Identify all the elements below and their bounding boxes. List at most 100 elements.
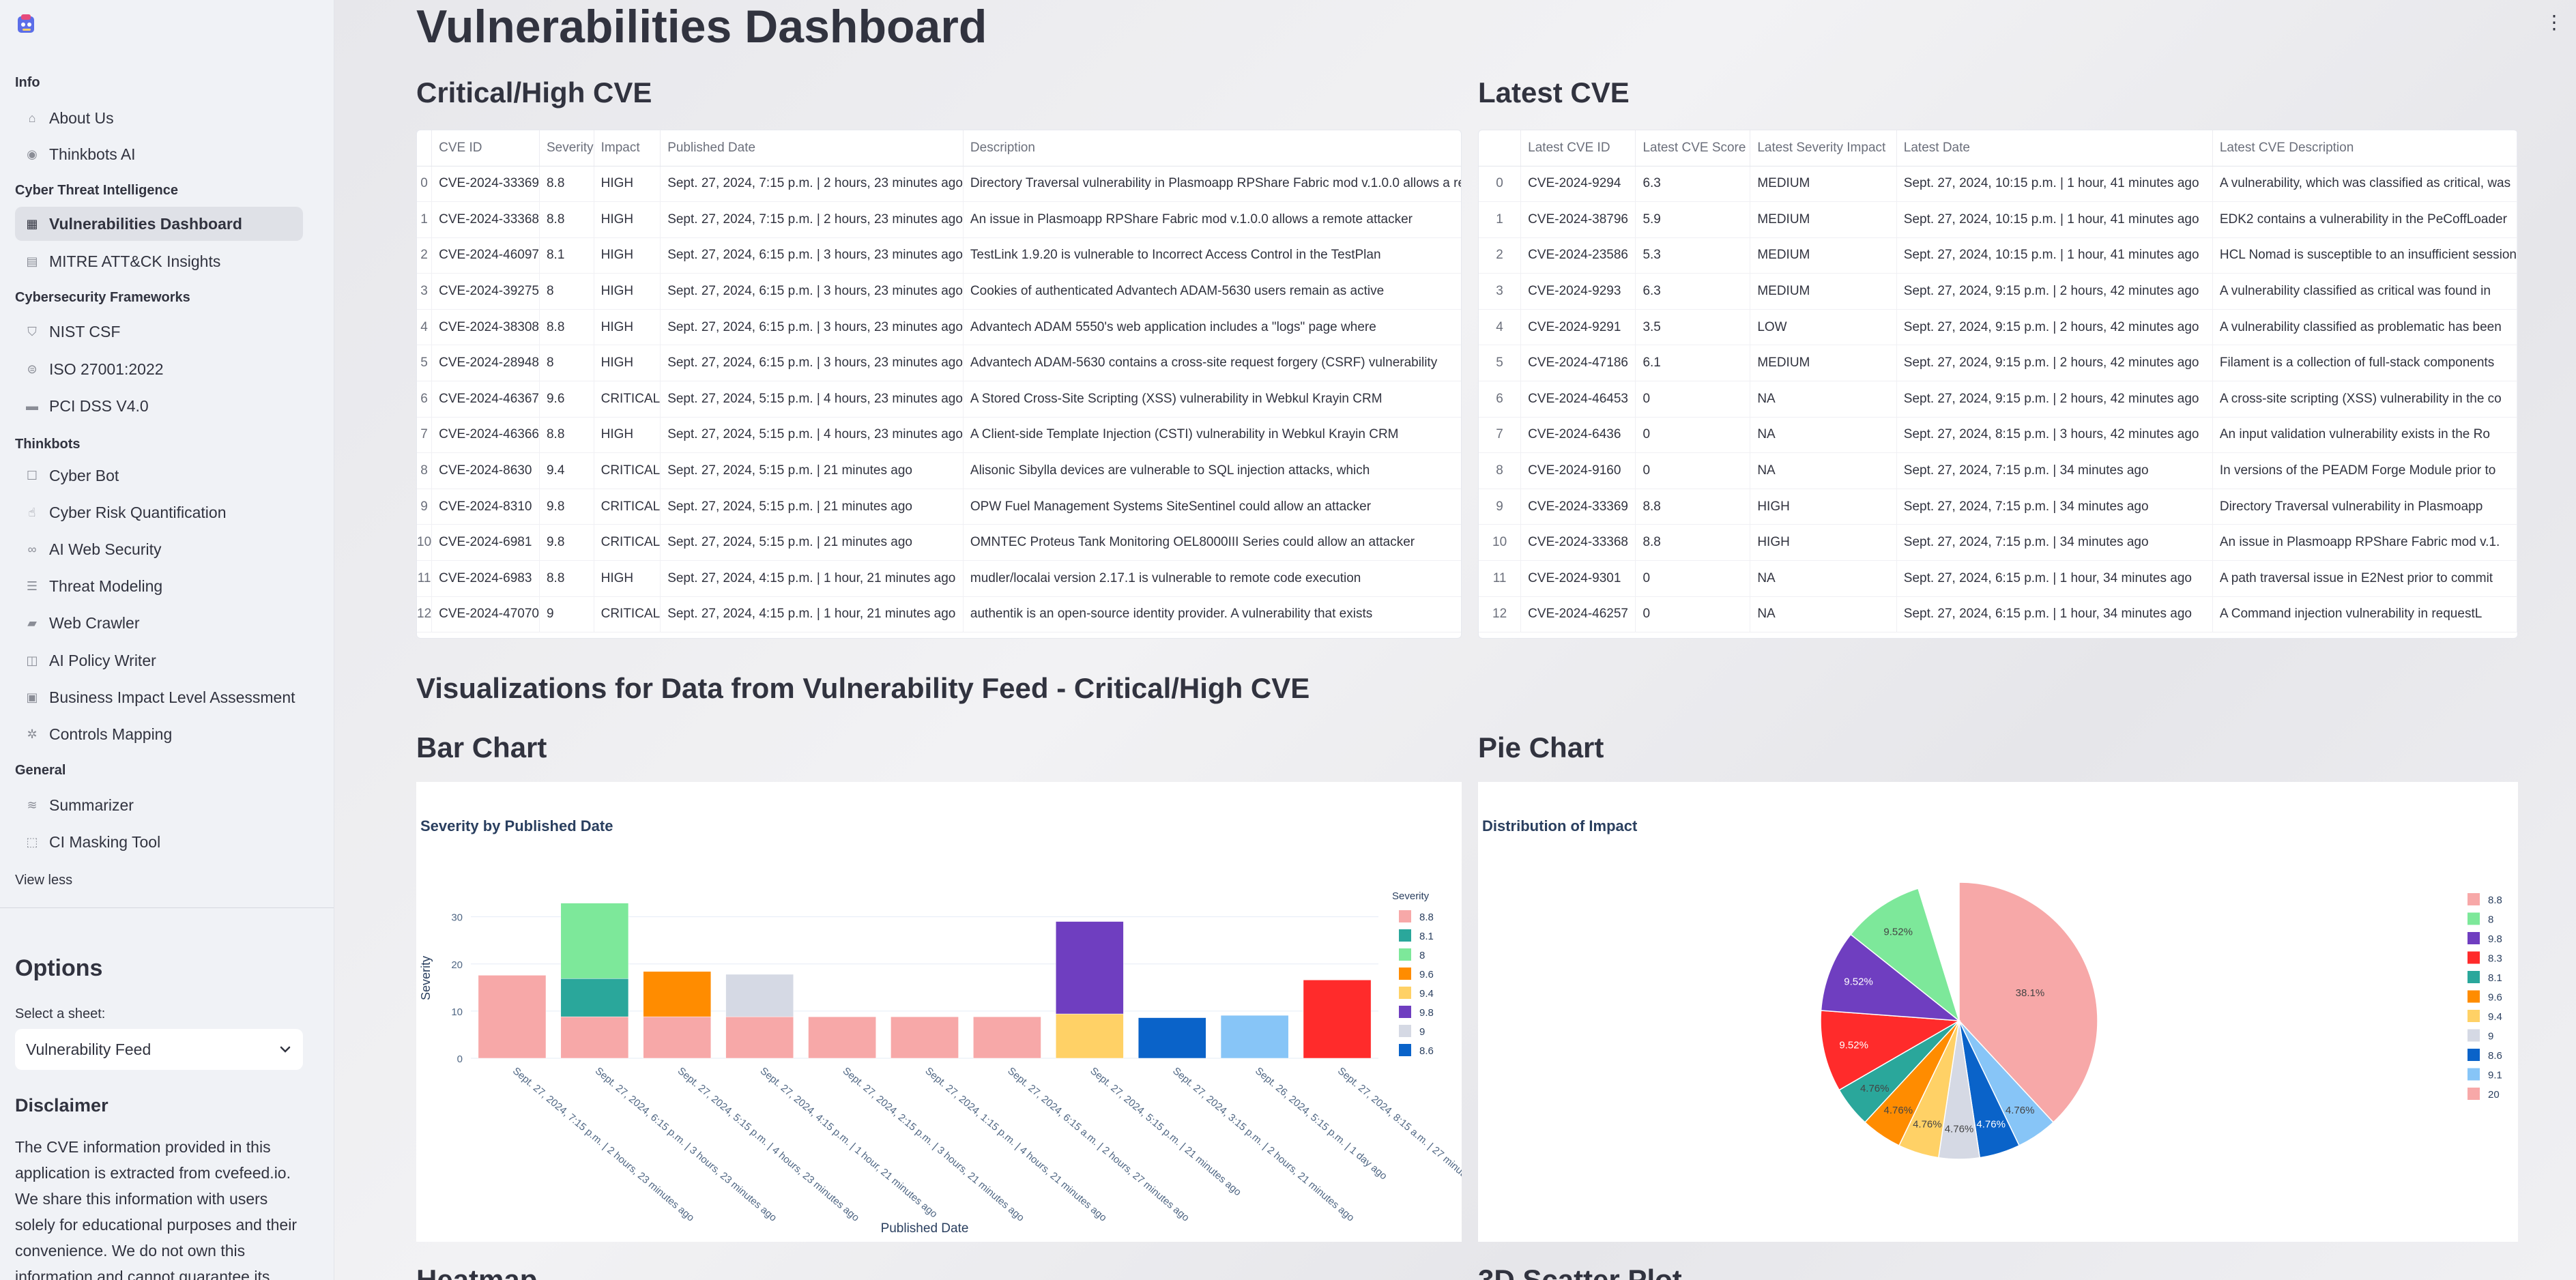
row-index[interactable]: 3 [1479, 273, 1522, 310]
table-row[interactable]: 4 CVE-2024-38308 8.8 HIGH Sept. 27, 2024, 6:… [417, 309, 1461, 346]
table-cell[interactable]: Sept. 27, 2024, 5:15 p.m. | 21 minutes a… [660, 452, 964, 489]
row-index[interactable]: 8 [417, 452, 433, 489]
legend-label[interactable]: 9.6 [1419, 969, 1434, 980]
sidebar-item-controls-mapping[interactable]: ✲ Controls Mapping [15, 717, 303, 751]
column-header[interactable]: Latest CVE Score [1635, 130, 1751, 166]
row-index[interactable]: 2 [1479, 237, 1522, 274]
bar-segment[interactable] [1220, 1015, 1289, 1059]
table-row[interactable]: 6 CVE-2024-46453 0 NA Sept. 27, 2024, 9:15 p… [1479, 381, 2517, 418]
table-cell[interactable]: A Stored Cross-Site Scripting (XSS) vuln… [963, 381, 1461, 418]
legend-label[interactable]: 9.8 [2488, 933, 2502, 945]
table-cell[interactable]: 8 [539, 345, 594, 382]
row-index[interactable]: 5 [1479, 345, 1522, 382]
column-header[interactable]: Severity [539, 130, 594, 166]
sidebar-item-ci-masking-tool[interactable]: ⬚ CI Masking Tool [15, 825, 303, 859]
bar-segment[interactable] [560, 1016, 629, 1059]
table-cell[interactable]: Sept. 27, 2024, 9:15 p.m. | 2 hours, 42 … [1896, 309, 2213, 346]
table-cell[interactable]: An issue in Plasmoapp RPShare Fabric mod… [2212, 524, 2517, 562]
bar-segment[interactable] [1138, 1017, 1206, 1059]
table-row[interactable]: 7 CVE-2024-6436 0 NA Sept. 27, 2024, 8:15 p.… [1479, 417, 2517, 454]
table-cell[interactable]: HIGH [594, 309, 661, 346]
sidebar-item-iso-27001-2022[interactable]: ⊜ ISO 27001:2022 [15, 352, 303, 386]
table-cell[interactable]: CVE-2024-8630 [431, 452, 540, 489]
row-index[interactable]: 10 [1479, 524, 1522, 562]
table-cell[interactable]: HIGH [594, 166, 661, 203]
table-cell[interactable]: CRITICAL [594, 489, 661, 525]
table-cell[interactable]: Sept. 27, 2024, 10:15 p.m. | 1 hour, 41 … [1896, 201, 2213, 238]
legend-swatch[interactable] [1399, 929, 1411, 942]
table-cell[interactable]: HIGH [594, 273, 661, 310]
row-index[interactable]: 3 [417, 273, 433, 310]
legend-swatch[interactable] [1399, 968, 1411, 980]
table-cell[interactable]: 8.8 [539, 201, 594, 238]
table-row[interactable]: 6 CVE-2024-46367 9.6 CRITICAL Sept. 27, 2024… [417, 381, 1461, 418]
table-cell[interactable]: CVE-2024-9301 [1520, 560, 1636, 597]
table-cell[interactable]: Sept. 27, 2024, 9:15 p.m. | 2 hours, 42 … [1896, 345, 2213, 382]
table-cell[interactable]: An input validation vulnerability exists… [2212, 417, 2517, 454]
table-cell[interactable]: CVE-2024-6981 [431, 524, 540, 562]
table-cell[interactable]: 0 [1635, 596, 1751, 633]
table-row[interactable]: 12 CVE-2024-47070 9 CRITICAL Sept. 27, 2024,… [417, 596, 1461, 633]
sidebar-item-threat-modeling[interactable]: ☰ Threat Modeling [15, 569, 303, 603]
table-cell[interactable]: CVE-2024-6436 [1520, 417, 1636, 454]
table-cell[interactable]: 0 [1635, 381, 1751, 418]
bar-segment[interactable] [973, 1016, 1041, 1059]
table-cell[interactable]: 8.8 [539, 309, 594, 346]
table-cell[interactable]: CVE-2024-46367 [431, 381, 540, 418]
table-cell[interactable]: CVE-2024-33369 [1520, 489, 1636, 525]
table-cell[interactable]: Sept. 27, 2024, 9:15 p.m. | 2 hours, 42 … [1896, 273, 2213, 310]
column-header[interactable] [1479, 130, 1522, 166]
sidebar-item-about-us[interactable]: ⌂ About Us [15, 101, 303, 135]
sidebar-item-thinkbots-ai[interactable]: ◉ Thinkbots AI [15, 137, 303, 171]
table-row[interactable]: 8 CVE-2024-8630 9.4 CRITICAL Sept. 27, 2024,… [417, 452, 1461, 489]
table-cell[interactable]: HIGH [1750, 524, 1897, 562]
table-cell[interactable]: Directory Traversal vulnerability in Pla… [2212, 489, 2517, 525]
legend-swatch[interactable] [2468, 912, 2480, 925]
table-cell[interactable]: CVE-2024-47070 [431, 596, 540, 633]
table-cell[interactable]: NA [1750, 381, 1897, 418]
legend-label[interactable]: 9.8 [1419, 1007, 1434, 1019]
table-cell[interactable]: CRITICAL [594, 381, 661, 418]
bar-segment[interactable] [891, 1016, 959, 1059]
table-cell[interactable]: Sept. 27, 2024, 5:15 p.m. | 21 minutes a… [660, 524, 964, 562]
row-index[interactable]: 7 [1479, 417, 1522, 454]
sidebar-item-summarizer[interactable]: ≋ Summarizer [15, 788, 303, 822]
sidebar-item-pci-dss-v4-0[interactable]: ▬ PCI DSS V4.0 [15, 389, 303, 423]
legend-swatch[interactable] [2468, 951, 2480, 964]
row-index[interactable]: 5 [417, 345, 433, 382]
legend-label[interactable]: 8 [2488, 914, 2493, 926]
column-header[interactable]: Latest Severity Impact [1750, 130, 1897, 166]
bar-segment[interactable] [808, 1016, 876, 1059]
table-cell[interactable]: Filament is a collection of full-stack c… [2212, 345, 2517, 382]
column-header[interactable]: Latest CVE Description [2212, 130, 2517, 166]
table-cell[interactable]: Sept. 27, 2024, 7:15 p.m. | 2 hours, 23 … [660, 201, 964, 238]
table-row[interactable]: 10 CVE-2024-6981 9.8 CRITICAL Sept. 27, 2024… [417, 524, 1461, 562]
table-cell[interactable]: CVE-2024-9160 [1520, 452, 1636, 489]
table-row[interactable]: 1 CVE-2024-33368 8.8 HIGH Sept. 27, 2024, 7:… [417, 201, 1461, 238]
table-cell[interactable]: CVE-2024-28948 [431, 345, 540, 382]
table-cell[interactable]: 6.1 [1635, 345, 1751, 382]
legend-label[interactable]: 8 [1419, 950, 1425, 961]
table-cell[interactable]: OMNTEC Proteus Tank Monitoring OEL8000II… [963, 524, 1461, 562]
table-cell[interactable]: CVE-2024-6983 [431, 560, 540, 597]
row-index[interactable]: 7 [417, 417, 433, 454]
column-header[interactable]: Description [963, 130, 1461, 166]
table-cell[interactable]: NA [1750, 417, 1897, 454]
table-cell[interactable]: 9 [539, 596, 594, 633]
table-cell[interactable]: 8.1 [539, 237, 594, 274]
table-cell[interactable]: 9.4 [539, 452, 594, 489]
legend-swatch[interactable] [1399, 1006, 1411, 1018]
legend-label[interactable]: 9.1 [2488, 1070, 2502, 1081]
row-index[interactable]: 1 [1479, 201, 1522, 238]
table-cell[interactable]: EDK2 contains a vulnerability in the PeC… [2212, 201, 2517, 238]
table-cell[interactable]: 8.8 [1635, 524, 1751, 562]
bar-segment[interactable] [1055, 1013, 1124, 1059]
table-cell[interactable]: Sept. 27, 2024, 6:15 p.m. | 1 hour, 34 m… [1896, 596, 2213, 633]
bar-segment[interactable] [643, 1016, 712, 1059]
sidebar-item-cyber-risk-quantification[interactable]: ☝ Cyber Risk Quantification [15, 495, 303, 529]
sidebar-item-nist-csf[interactable]: ⛉ NIST CSF [15, 315, 303, 349]
row-index[interactable]: 11 [417, 560, 433, 597]
table-row[interactable]: 4 CVE-2024-9291 3.5 LOW Sept. 27, 2024, 9:15… [1479, 309, 2517, 346]
table-cell[interactable]: HIGH [594, 560, 661, 597]
sidebar-item-web-crawler[interactable]: ▰ Web Crawler [15, 606, 303, 640]
